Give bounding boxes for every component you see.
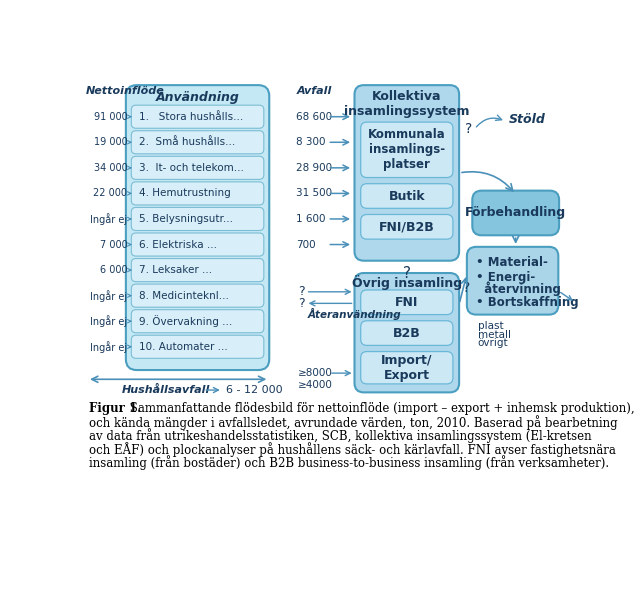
Text: FNI: FNI: [395, 296, 418, 309]
FancyBboxPatch shape: [131, 156, 264, 179]
Text: Import/
Export: Import/ Export: [381, 354, 432, 382]
Text: 1.   Stora hushålls...: 1. Stora hushålls...: [139, 112, 243, 122]
Text: 6 - 12 000: 6 - 12 000: [226, 385, 283, 395]
Text: Nettoinflöde: Nettoinflöde: [86, 86, 164, 96]
Text: • Material-: • Material-: [476, 256, 548, 268]
FancyBboxPatch shape: [131, 284, 264, 307]
FancyBboxPatch shape: [126, 85, 269, 370]
Text: Övrig insamling: Övrig insamling: [352, 275, 462, 290]
Text: 68 600: 68 600: [297, 112, 333, 122]
Text: plast: plast: [478, 321, 504, 331]
Text: insamling (från bostäder) och B2B business-to-business insamling (från verksamhe: insamling (från bostäder) och B2B busine…: [89, 455, 609, 470]
Text: Kollektiva
insamlingssystem: Kollektiva insamlingssystem: [344, 90, 469, 118]
FancyBboxPatch shape: [361, 290, 453, 315]
Text: B2B: B2B: [393, 327, 420, 340]
FancyBboxPatch shape: [131, 207, 264, 230]
Text: 700: 700: [297, 239, 316, 249]
FancyBboxPatch shape: [131, 309, 264, 333]
Text: 1 600: 1 600: [297, 214, 326, 224]
FancyBboxPatch shape: [354, 85, 459, 261]
Text: Ingår ej: Ingår ej: [90, 213, 128, 225]
FancyBboxPatch shape: [361, 352, 453, 384]
Text: av data från utrikeshandelsstatistiken, SCB, kollektiva insamlingssystem (El-kre: av data från utrikeshandelsstatistiken, …: [89, 428, 591, 444]
FancyBboxPatch shape: [361, 321, 453, 345]
Text: Hushållsavfall: Hushållsavfall: [122, 385, 210, 395]
Text: 6. Elektriska ...: 6. Elektriska ...: [139, 239, 217, 249]
Text: 19 000: 19 000: [94, 137, 128, 147]
Text: Stöld: Stöld: [509, 113, 545, 127]
Text: övrigt: övrigt: [478, 338, 509, 348]
Text: 31 500: 31 500: [297, 188, 333, 198]
Text: ?: ?: [298, 297, 305, 310]
Text: FNI/B2B: FNI/B2B: [379, 220, 435, 233]
Text: Kommunala
insamlings-
platser: Kommunala insamlings- platser: [368, 128, 446, 171]
Text: ≥4000: ≥4000: [298, 380, 333, 390]
Text: Avfall: Avfall: [297, 86, 331, 96]
FancyBboxPatch shape: [361, 214, 453, 239]
Text: • Bortskaffning: • Bortskaffning: [476, 296, 578, 309]
Text: Butik: Butik: [389, 189, 425, 203]
FancyBboxPatch shape: [361, 122, 453, 178]
Text: ≥8000: ≥8000: [298, 368, 333, 378]
FancyBboxPatch shape: [131, 182, 264, 205]
FancyBboxPatch shape: [131, 335, 264, 358]
Text: 9. Övervakning ...: 9. Övervakning ...: [139, 315, 232, 327]
Text: ?: ?: [298, 285, 305, 298]
Text: Figur 1.: Figur 1.: [89, 402, 141, 415]
Text: Förbehandling: Förbehandling: [465, 207, 566, 219]
Text: 91 000: 91 000: [94, 112, 128, 122]
Text: 2.  Små hushålls...: 2. Små hushålls...: [139, 137, 236, 147]
Text: och kända mängder i avfallsledet, avrundade värden, ton, 2010. Baserad på bearbe: och kända mängder i avfallsledet, avrund…: [89, 415, 617, 430]
Text: 7. Leksaker ...: 7. Leksaker ...: [139, 265, 212, 275]
Text: Ingår ej: Ingår ej: [90, 290, 128, 302]
FancyBboxPatch shape: [131, 258, 264, 282]
Text: 34 000: 34 000: [94, 163, 128, 173]
Text: ?: ?: [463, 282, 471, 295]
Text: 10. Automater ...: 10. Automater ...: [139, 342, 228, 352]
FancyBboxPatch shape: [467, 247, 558, 315]
Text: • Energi-: • Energi-: [476, 271, 535, 284]
FancyBboxPatch shape: [131, 105, 264, 128]
Text: 4. Hemutrustning: 4. Hemutrustning: [139, 188, 231, 198]
Text: 8. Medicinteknl...: 8. Medicinteknl...: [139, 290, 229, 301]
Text: 22 000: 22 000: [93, 188, 128, 198]
Text: 5. Belysningsutr...: 5. Belysningsutr...: [139, 214, 233, 224]
Text: Användning: Användning: [156, 91, 239, 104]
Text: och EÅF) och plockanalyser på hushållens säck- och kärlavfall. FNI avser fastigh: och EÅF) och plockanalyser på hushållens…: [89, 442, 615, 457]
Text: Sammanfattande flödesbild för nettoinflöde (import – export + inhemsk produktion: Sammanfattande flödesbild för nettoinflö…: [126, 402, 634, 415]
Text: 6 000: 6 000: [100, 265, 128, 275]
FancyBboxPatch shape: [354, 273, 459, 393]
Text: ?: ?: [465, 122, 472, 136]
Text: 7 000: 7 000: [100, 239, 128, 249]
Text: 8 300: 8 300: [297, 137, 326, 147]
FancyBboxPatch shape: [361, 184, 453, 208]
FancyBboxPatch shape: [472, 191, 559, 235]
Text: återvinning: återvinning: [476, 282, 561, 296]
FancyBboxPatch shape: [131, 233, 264, 256]
Text: 3.  It- och telekom...: 3. It- och telekom...: [139, 163, 244, 173]
Text: ?: ?: [403, 266, 411, 280]
Text: 28 900: 28 900: [297, 163, 333, 173]
Text: Ingår ej: Ingår ej: [90, 341, 128, 353]
Text: Återanvändning: Återanvändning: [307, 308, 401, 320]
FancyBboxPatch shape: [131, 131, 264, 154]
Text: metall: metall: [478, 330, 511, 340]
Text: Ingår ej: Ingår ej: [90, 315, 128, 327]
